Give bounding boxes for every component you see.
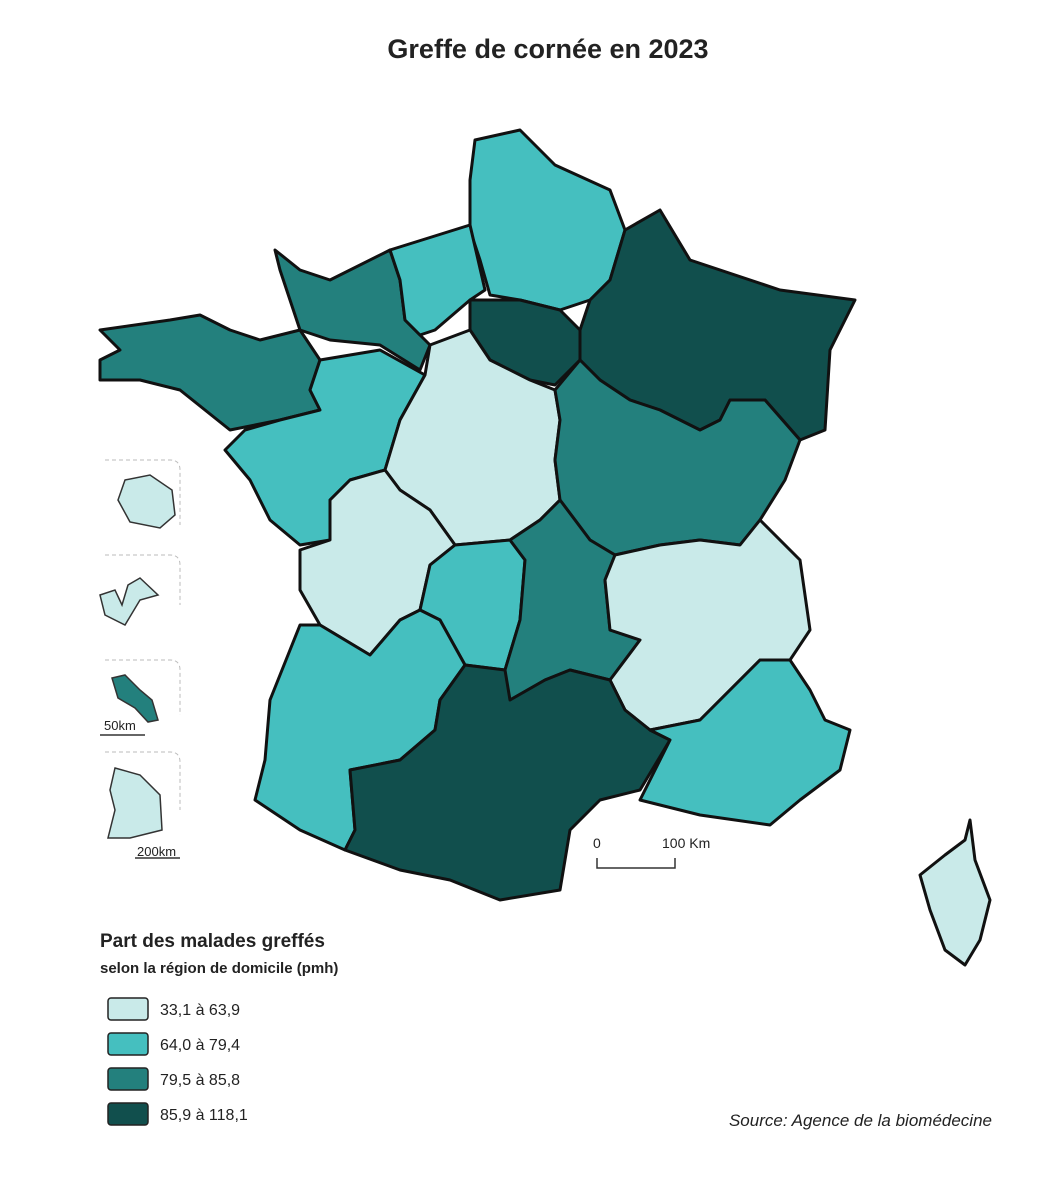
overseas-insets: 50km 200km: [99, 459, 181, 859]
inset-frame: [105, 459, 181, 525]
region: [99, 577, 160, 626]
region: [343, 663, 672, 902]
region: [468, 128, 627, 312]
scale-label: 50km: [104, 718, 136, 733]
title: Greffe de cornée en 2023: [387, 34, 708, 64]
legend-title: Part des malades greffés: [100, 931, 325, 952]
region: [98, 313, 322, 432]
legend-label: 33,1 à 63,9: [160, 1002, 240, 1019]
legend-swatch: [107, 1032, 149, 1056]
region: [117, 474, 176, 529]
legend: Part des malades greffés selon la région…: [100, 931, 338, 1126]
legend-swatch: [107, 1067, 149, 1091]
region: [638, 658, 852, 827]
legend-swatch: [107, 997, 149, 1021]
scale-label: 0: [593, 835, 601, 851]
scale: 0 100 Km: [593, 835, 710, 869]
legend-swatch: [107, 1102, 149, 1126]
legend-subtitle: selon la région de domicile (pmh): [100, 960, 338, 977]
region: [388, 223, 487, 337]
region: [107, 767, 163, 839]
scale-label: 200km: [137, 844, 176, 859]
inset-frame: [105, 659, 181, 715]
legend-label: 64,0 à 79,4: [160, 1037, 240, 1054]
france-map: [98, 128, 992, 967]
source: Source: Agence de la biomédecine: [729, 1111, 992, 1130]
inset-frame: [105, 554, 181, 605]
legend-label: 79,5 à 85,8: [160, 1072, 240, 1089]
inset-frame: [105, 751, 181, 810]
scale-bar: [596, 858, 676, 869]
region: [273, 248, 432, 372]
scale-label: 100 Km: [662, 835, 710, 851]
region: [111, 674, 159, 723]
legend-label: 85,9 à 118,1: [160, 1107, 248, 1124]
region: [918, 818, 992, 967]
